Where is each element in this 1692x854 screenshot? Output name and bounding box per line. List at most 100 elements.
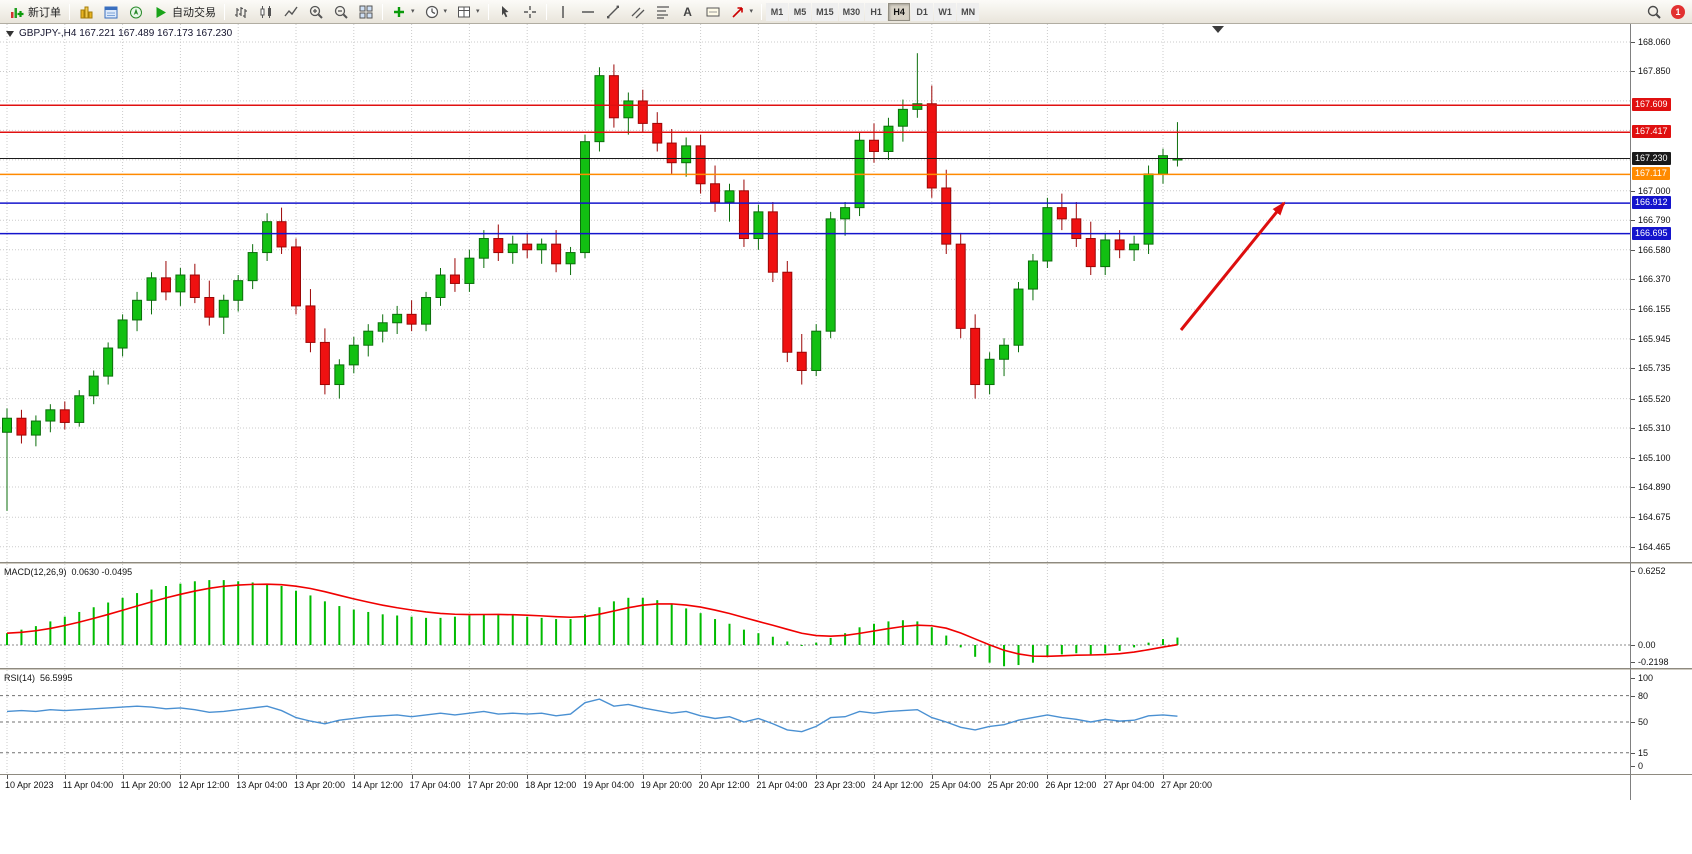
candle-body — [406, 313, 417, 325]
price-level-badge[interactable]: 166.912 — [1632, 196, 1671, 210]
price-level-badge[interactable]: 167.230 — [1632, 151, 1671, 165]
price-level-badge[interactable]: 166.695 — [1632, 226, 1671, 240]
one-click-trading-toggle-icon[interactable] — [6, 30, 14, 37]
macd-bar — [844, 633, 847, 645]
text-label-tool-button[interactable] — [701, 2, 725, 22]
vertical-line-tool-button[interactable] — [551, 2, 575, 22]
timeframe-w1-button[interactable]: W1 — [934, 2, 957, 21]
price-tick-label: 80 — [1638, 690, 1649, 701]
time-tick-mark — [1105, 775, 1107, 779]
time-label: 27 Apr 20:00 — [1161, 780, 1213, 790]
price-level-badge[interactable]: 167.117 — [1632, 167, 1670, 181]
text-tool-button[interactable]: A — [676, 2, 700, 22]
candle-body — [1056, 207, 1067, 220]
macd-bar — [858, 627, 861, 645]
price-axis[interactable]: 168.060 167.850 167.000 166.790 166.580 166.3… — [1630, 24, 1692, 800]
candle-body — [522, 243, 533, 251]
dropdown-caret-icon: ▾ — [476, 8, 480, 15]
macd-bar — [1147, 642, 1150, 645]
timeframe-m1-button[interactable]: M1 — [766, 2, 789, 21]
indicators-button[interactable]: ▾ — [387, 2, 419, 22]
time-label: 25 Apr 20:00 — [987, 780, 1039, 790]
time-axis[interactable]: 10 Apr 2023 11 Apr 04:00 11 Apr 20:00 12 Ap… — [0, 775, 1692, 799]
price-tick-mark — [1631, 249, 1635, 251]
toolbar-separator — [487, 3, 489, 20]
candle-body — [392, 313, 403, 324]
macd-panel-canvas[interactable] — [0, 564, 1630, 668]
rsi-line — [6, 698, 1178, 733]
templates-button[interactable]: ▾ — [452, 2, 484, 22]
time-label: 19 Apr 20:00 — [640, 780, 692, 790]
panel-separator[interactable] — [0, 562, 1692, 564]
time-tick-mark — [180, 775, 182, 779]
horizontal-line-icon — [580, 4, 596, 20]
search-button[interactable] — [1642, 2, 1666, 22]
candle-body — [478, 238, 489, 259]
timeframe-m15-button[interactable]: M15 — [812, 2, 838, 21]
price-level-badge[interactable]: 167.609 — [1632, 98, 1671, 112]
macd-bar — [136, 593, 139, 645]
tile-windows-button[interactable] — [354, 2, 378, 22]
timeframe-mn-button[interactable]: MN — [957, 2, 980, 21]
time-tick-mark — [296, 775, 297, 779]
macd-bar — [34, 626, 37, 645]
macd-bar — [959, 645, 962, 648]
timeframe-d1-button[interactable]: D1 — [911, 2, 934, 21]
bar-chart-mode-button[interactable] — [229, 2, 253, 22]
zoom-out-button[interactable] — [329, 2, 353, 22]
time-tick-mark — [931, 775, 933, 779]
macd-bar — [1176, 637, 1179, 645]
macd-bar — [1046, 645, 1049, 657]
timeframe-m30-button[interactable]: M30 — [838, 2, 865, 21]
candle-body — [825, 218, 836, 332]
macd-bar — [974, 645, 977, 657]
cursor-tool-button[interactable] — [493, 2, 517, 22]
macd-bar — [916, 621, 919, 645]
rsi-panel-canvas[interactable] — [0, 670, 1630, 774]
panel-separator[interactable] — [0, 668, 1692, 670]
timeframe-h1-button[interactable]: H1 — [865, 2, 888, 21]
autotrade-button[interactable]: 自动交易 — [149, 2, 220, 22]
horizontal-line-tool-button[interactable] — [576, 2, 600, 22]
market-watch-button[interactable] — [74, 2, 98, 22]
candle-body — [608, 75, 619, 119]
candle-body — [45, 409, 56, 422]
navigator-button[interactable] — [124, 2, 148, 22]
candle-body — [695, 145, 706, 185]
dropdown-caret-icon: ▾ — [443, 8, 448, 15]
new-order-button[interactable]: 新订单 — [5, 2, 65, 22]
crosshair-tool-button[interactable] — [518, 2, 542, 22]
toolbar-separator — [761, 3, 763, 20]
candle-body — [666, 142, 677, 164]
chart-shift-marker[interactable] — [1212, 26, 1224, 33]
trendline-icon — [605, 4, 621, 20]
fibonacci-tool-button[interactable] — [651, 2, 675, 22]
candlestick-mode-button[interactable] — [254, 2, 278, 22]
time-tick-mark — [585, 775, 586, 779]
candle-body — [551, 243, 562, 265]
timeframe-m5-button[interactable]: M5 — [789, 2, 812, 21]
price-level-badge[interactable]: 167.417 — [1632, 125, 1671, 139]
macd-bar — [396, 615, 399, 645]
price-tick-mark — [1631, 41, 1635, 43]
trendline-tool-button[interactable] — [601, 2, 625, 22]
channel-tool-button[interactable] — [626, 2, 650, 22]
macd-bar — [815, 642, 818, 645]
time-tick-mark — [353, 775, 355, 779]
trend-arrow-annotation[interactable] — [1179, 201, 1286, 331]
timeframe-h4-button[interactable]: H4 — [888, 2, 911, 21]
periods-button[interactable]: ▾ — [420, 2, 452, 22]
indicators-plus-icon — [391, 4, 407, 20]
price-chart-canvas[interactable] — [0, 24, 1630, 562]
line-chart-mode-button[interactable] — [279, 2, 303, 22]
price-tick-label: 164.465 — [1638, 541, 1671, 552]
candle-body — [218, 299, 229, 318]
data-window-button[interactable] — [99, 2, 123, 22]
candle-body — [59, 409, 70, 423]
candle-body — [753, 211, 764, 240]
zoom-in-button[interactable] — [304, 2, 328, 22]
macd-bar — [584, 614, 586, 645]
arrows-tool-button[interactable]: ▾ — [726, 2, 758, 22]
time-label: 13 Apr 20:00 — [294, 780, 346, 790]
notification-badge[interactable]: 1 — [1671, 4, 1685, 19]
